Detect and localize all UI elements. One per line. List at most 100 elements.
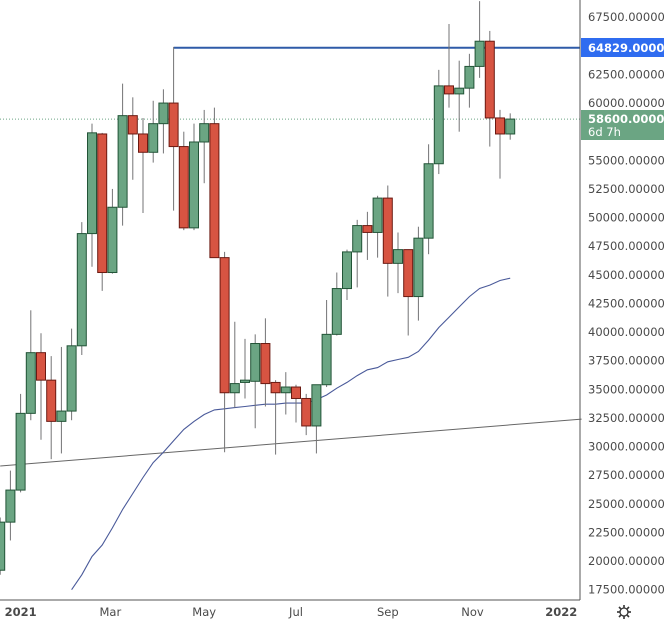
candle-body-down [270, 381, 281, 394]
candle-body-down [97, 133, 108, 274]
time-tick-label: Sep [377, 605, 399, 619]
candle [393, 232, 403, 294]
candle-body-up [342, 251, 352, 290]
candle-body-up [352, 225, 363, 253]
price-tick-label: 60000.000000 [588, 96, 664, 110]
candle-body-up [56, 410, 67, 422]
candle [321, 300, 332, 388]
candle-body-down [444, 85, 454, 95]
price-tick-label: 30000.000000 [588, 440, 664, 454]
candle-body-up [158, 102, 169, 125]
time-tick-label: Jul [288, 605, 303, 619]
candle-body-up [5, 489, 16, 523]
candle [15, 393, 26, 493]
plot-background [0, 0, 580, 600]
price-tick-label: 27500.000000 [588, 468, 664, 482]
candle-body-up [464, 65, 475, 89]
gear-icon[interactable] [617, 605, 631, 619]
time-tick-label: May [192, 605, 216, 619]
candle-body-down [495, 117, 505, 135]
candle-body-down [168, 102, 179, 148]
candle [178, 131, 189, 231]
bar-countdown: 6d 7h [588, 125, 621, 139]
candle [97, 132, 108, 291]
candle-body-up [117, 115, 128, 208]
candle [0, 517, 6, 575]
price-tick-label: 47500.000000 [588, 239, 664, 253]
candle-body-up [199, 123, 210, 143]
candle-body-up [393, 249, 403, 264]
candle-body-down [178, 146, 189, 229]
last-price-label: 58600.000000 [588, 112, 664, 126]
candle-body-up [454, 87, 465, 95]
candle [229, 321, 240, 408]
moving-average-line [71, 277, 511, 591]
candle [36, 333, 46, 440]
support-trendline [0, 418, 582, 467]
candle [362, 211, 373, 260]
candle [433, 69, 444, 175]
candle-body-up [423, 163, 434, 239]
candle-body-down [301, 397, 312, 427]
plot-area[interactable] [0, 0, 580, 600]
time-tick-label: 2021 [5, 605, 37, 619]
candle [189, 123, 199, 231]
price-tick-label: 55000.000000 [588, 153, 664, 167]
candle-body-up [311, 384, 322, 427]
candle [168, 46, 179, 211]
candle-body-up [280, 386, 291, 394]
candle-body-up [25, 352, 36, 414]
price-tick-label: 42500.000000 [588, 296, 664, 310]
candle-body-down [138, 133, 148, 153]
candle-body-up [250, 343, 261, 382]
candle [56, 346, 67, 454]
price-axis[interactable]: 67500.000000 62500.000000 60000.000000 5500… [588, 10, 664, 597]
price-tick-label: 52500.000000 [588, 182, 664, 196]
time-tick-label: Mar [100, 605, 122, 619]
candle-body-up [240, 379, 250, 383]
candle-body-down [127, 115, 138, 135]
candle-body-up [331, 288, 342, 335]
candle [138, 117, 148, 213]
overlay-lines [0, 46, 582, 591]
candle-body-up [15, 412, 26, 491]
candle-body-up [229, 383, 240, 394]
candle [372, 195, 383, 258]
candle [474, 1, 485, 78]
candle [403, 249, 414, 336]
price-tick-label: 37500.000000 [588, 354, 664, 368]
candle [382, 185, 393, 297]
price-tick-label: 62500.000000 [588, 67, 664, 81]
time-tick-label: Nov [461, 605, 484, 619]
candle-body-up [372, 197, 383, 233]
candle [148, 100, 159, 163]
candle [444, 24, 454, 108]
candle-body-down [46, 379, 57, 422]
candle-body-down [219, 257, 230, 394]
price-tick-label: 35000.000000 [588, 382, 664, 396]
price-tick-label: 40000.000000 [588, 325, 664, 339]
price-tick-label: 20000.000000 [588, 554, 664, 568]
candle [46, 356, 57, 460]
candle [25, 310, 36, 421]
candle-body-up [189, 141, 199, 229]
candle [505, 113, 516, 140]
horizontal-line-price-label-bg [581, 38, 664, 57]
candle-body-down [36, 352, 46, 381]
candle-body-down [209, 123, 220, 259]
candle-body-up [321, 333, 332, 386]
candle [280, 372, 291, 415]
time-axis[interactable]: 2021 Mar May Jul Sep Nov 2022 [5, 605, 578, 619]
candle-body-down [403, 249, 414, 298]
price-tick-label: 32500.000000 [588, 411, 664, 425]
time-tick-label: 2022 [545, 605, 577, 619]
candle-body-up [87, 132, 97, 235]
candle [484, 30, 495, 147]
candle-body-up [148, 123, 159, 153]
candle [240, 338, 250, 399]
candle-body-up [474, 40, 485, 67]
candle-body-up [0, 521, 6, 571]
candle [250, 334, 261, 429]
candle [495, 109, 505, 179]
